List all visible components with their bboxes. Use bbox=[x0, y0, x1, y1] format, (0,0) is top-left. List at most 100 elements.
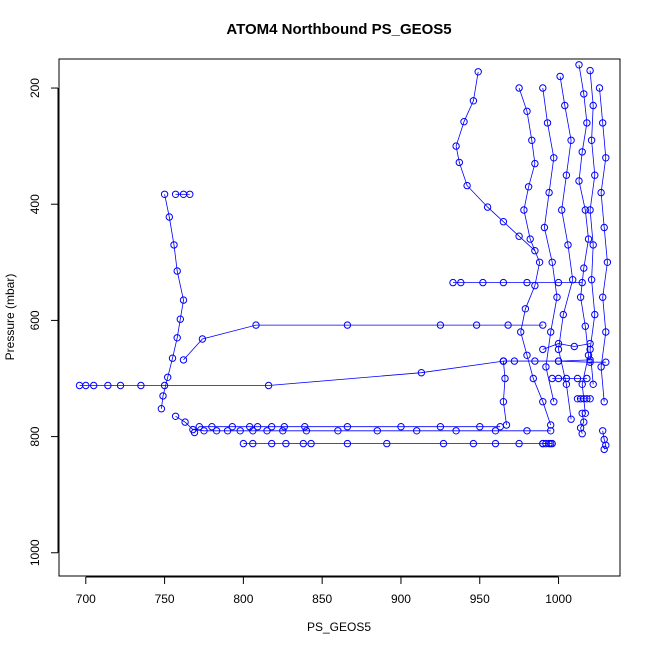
x-tick-label: 800 bbox=[233, 592, 253, 606]
series-4-point bbox=[268, 439, 276, 448]
series-12-point bbox=[550, 154, 558, 162]
series-5-point bbox=[246, 423, 254, 431]
y-tick-label: 400 bbox=[28, 194, 42, 214]
series-1-point bbox=[157, 405, 166, 413]
series-3-line bbox=[175, 415, 551, 432]
series-4-point bbox=[439, 439, 448, 448]
series-3-point bbox=[373, 427, 381, 435]
series-7-point bbox=[479, 278, 487, 287]
series-4-point bbox=[469, 439, 478, 448]
series-11-point bbox=[517, 328, 525, 336]
series-14-point bbox=[578, 380, 586, 388]
series-8-point bbox=[469, 97, 478, 105]
series-15-point bbox=[587, 136, 596, 145]
series-4-point bbox=[239, 439, 248, 448]
series-4-point bbox=[515, 439, 523, 448]
series-3-point bbox=[334, 427, 342, 435]
series-5-point bbox=[190, 428, 199, 437]
series-16-point bbox=[599, 293, 607, 301]
series-15-point bbox=[589, 101, 597, 110]
series-16-line bbox=[599, 87, 608, 402]
series-20-point bbox=[545, 439, 553, 448]
series-5-point bbox=[253, 423, 262, 431]
series-16-point bbox=[597, 363, 605, 371]
series-13-point bbox=[559, 310, 567, 319]
series-5-point bbox=[268, 423, 276, 431]
series-13-point bbox=[562, 171, 571, 179]
series-3-point bbox=[547, 427, 555, 435]
series-2-point bbox=[171, 190, 180, 199]
series-12-point bbox=[547, 328, 555, 336]
series-6-point bbox=[198, 335, 207, 343]
series-3-point bbox=[171, 412, 180, 420]
series-8-point bbox=[460, 118, 468, 126]
series-1-point bbox=[179, 296, 188, 304]
series-1-point bbox=[168, 354, 177, 362]
series-6-point bbox=[252, 321, 260, 329]
series-21-point bbox=[578, 409, 586, 417]
series-3-point bbox=[263, 427, 271, 435]
series-9-point bbox=[602, 358, 610, 366]
series-14-point bbox=[581, 322, 589, 330]
series-1-point bbox=[170, 241, 178, 249]
series-1-point bbox=[173, 267, 181, 275]
series-2-point bbox=[186, 190, 194, 199]
series-11-point bbox=[539, 398, 547, 406]
series-11-point bbox=[515, 84, 523, 92]
series-16-point bbox=[602, 328, 610, 336]
series-12-point bbox=[545, 188, 553, 197]
series-5-point bbox=[343, 423, 352, 431]
series-0-point bbox=[586, 356, 594, 364]
series-10-point bbox=[539, 345, 547, 354]
x-tick-label: 850 bbox=[312, 592, 332, 606]
series-22-line bbox=[502, 361, 507, 426]
series-14-point bbox=[576, 293, 585, 301]
series-3-point bbox=[181, 418, 189, 426]
series-22-point bbox=[501, 374, 509, 383]
series-12-point bbox=[542, 363, 550, 371]
series-8-point bbox=[499, 218, 508, 226]
series-16-point bbox=[600, 398, 608, 406]
series-6-point bbox=[343, 321, 352, 329]
series-4-point bbox=[282, 439, 290, 448]
series-4-point bbox=[307, 439, 315, 448]
series-8-point bbox=[483, 203, 492, 211]
series-6-point bbox=[504, 321, 512, 329]
series-22-point bbox=[499, 398, 508, 406]
series-1-point bbox=[173, 334, 181, 342]
series-13-point bbox=[554, 345, 563, 354]
series-6-point bbox=[539, 321, 547, 329]
series-14-point bbox=[581, 206, 589, 214]
y-tick-label: 200 bbox=[28, 78, 42, 98]
series-12-point bbox=[550, 398, 558, 406]
series-8-point bbox=[531, 247, 539, 255]
series-8-point bbox=[455, 158, 463, 167]
series-12-line bbox=[542, 87, 558, 402]
y-tick-label: 600 bbox=[28, 310, 42, 330]
x-tick-label: 750 bbox=[155, 592, 175, 606]
series-1-point bbox=[165, 213, 174, 221]
series-8-line bbox=[455, 71, 536, 251]
series-19-point bbox=[562, 374, 571, 383]
series-8-point bbox=[463, 181, 471, 190]
series-14-point bbox=[575, 177, 583, 185]
series-11-point bbox=[531, 159, 539, 168]
series-13-point bbox=[564, 241, 572, 249]
series-11-point bbox=[521, 305, 530, 313]
series-14-point bbox=[580, 90, 588, 98]
series-15-point bbox=[591, 310, 599, 319]
series-14-point bbox=[581, 409, 589, 417]
series-3-point bbox=[413, 427, 421, 435]
series-15-point bbox=[586, 66, 594, 75]
series-18-point bbox=[583, 395, 591, 403]
series-22-point bbox=[499, 357, 508, 365]
series-12-point bbox=[548, 258, 556, 266]
series-8-point bbox=[474, 68, 482, 76]
x-tick-label: 1000 bbox=[545, 592, 572, 606]
series-14-point bbox=[578, 148, 586, 156]
series-5-point bbox=[397, 423, 405, 431]
series-17-point bbox=[602, 441, 610, 449]
series-1-point bbox=[160, 190, 169, 199]
series-5-point bbox=[208, 423, 216, 431]
